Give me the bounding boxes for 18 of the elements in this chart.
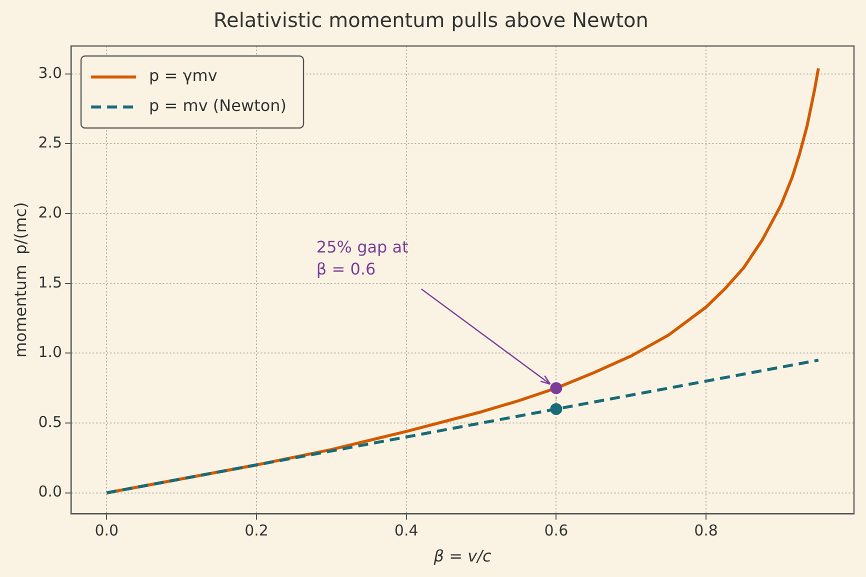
y-tick-label: 1.0 xyxy=(38,343,62,362)
x-axis-title: β = v/c xyxy=(432,546,492,566)
y-tick-label: 0.5 xyxy=(38,412,62,431)
legend-label: p = mv (Newton) xyxy=(149,96,287,116)
y-tick-label: 1.5 xyxy=(38,273,62,292)
x-tick-label: 0.0 xyxy=(94,522,119,540)
chart-title: Relativistic momentum pulls above Newton xyxy=(214,8,648,32)
x-tick-label: 0.6 xyxy=(544,522,568,540)
y-tick-label: 0.0 xyxy=(38,482,62,501)
legend-label: p = γmv xyxy=(149,66,218,86)
y-tick-label: 2.5 xyxy=(38,134,62,152)
y-tick-label: 2.0 xyxy=(38,203,62,222)
x-tick-label: 0.2 xyxy=(244,522,268,540)
y-axis-title: momentum p/(mc) xyxy=(10,202,30,358)
x-tick-label: 0.8 xyxy=(694,522,718,540)
y-tick-label: 3.0 xyxy=(38,64,62,82)
x-tick-label: 0.4 xyxy=(394,522,418,540)
annotation: 25% gap at β = 0.6 xyxy=(316,238,408,279)
